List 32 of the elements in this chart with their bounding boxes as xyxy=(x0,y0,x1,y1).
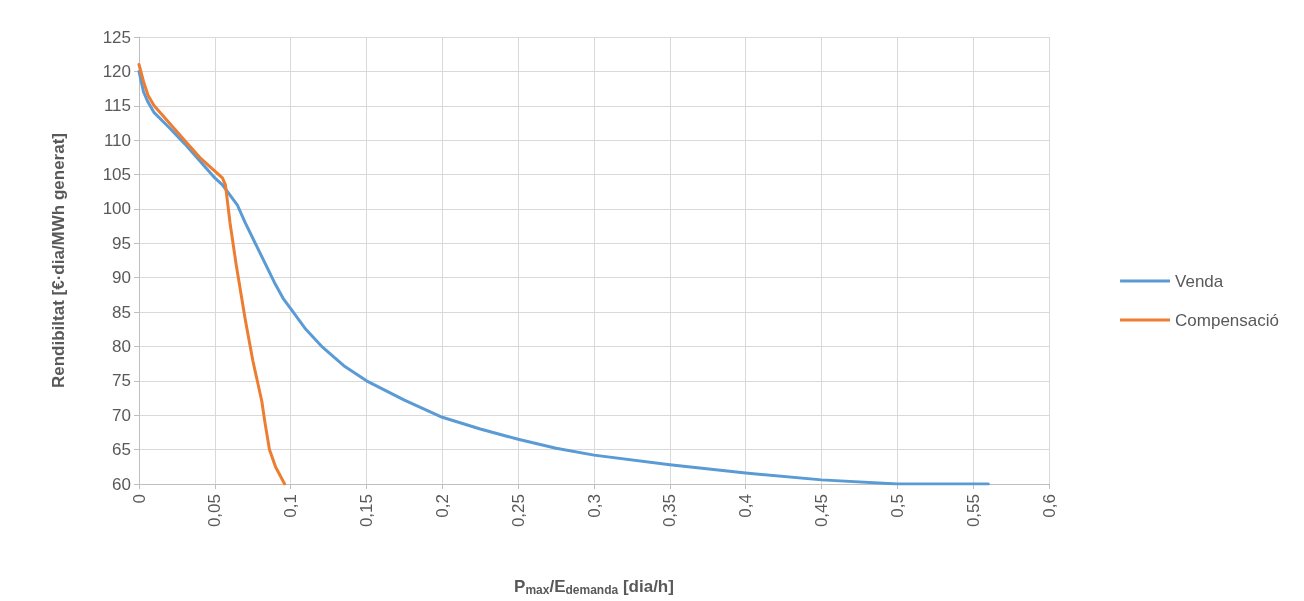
y-tick-label: 60 xyxy=(112,474,131,494)
legend-label: Venda xyxy=(1175,271,1224,291)
y-tick-label: 75 xyxy=(112,371,131,391)
x-tick-label: 0,05 xyxy=(205,494,225,528)
x-tick-label: 0,35 xyxy=(660,494,680,528)
y-tick-label: 100 xyxy=(102,199,131,219)
y-tick-label: 120 xyxy=(102,61,131,81)
y-tick-label: 115 xyxy=(103,96,131,116)
y-axis-title: Rendibiltat [€·dia/MWh generat] xyxy=(49,133,68,388)
line-series xyxy=(137,69,990,486)
x-tick-label: 0,3 xyxy=(584,494,604,518)
y-tick-label: 125 xyxy=(102,27,131,47)
x-tick-label: 0,15 xyxy=(357,494,376,528)
y-tick-label: 110 xyxy=(103,130,131,150)
legend-label: Compensació xyxy=(1175,310,1280,330)
y-tick-label: 95 xyxy=(112,233,131,253)
x-tick-label: 0,1 xyxy=(281,494,301,518)
x-tick-label: 0,6 xyxy=(1039,494,1059,518)
y-tick-label: 65 xyxy=(112,440,131,460)
x-tick-label: 0,45 xyxy=(812,494,831,528)
x-tick-label: 0,55 xyxy=(963,494,983,528)
y-tick-label: 80 xyxy=(112,336,131,356)
y-tick-label: 85 xyxy=(112,302,131,322)
line-series xyxy=(137,63,287,486)
y-tick-label: 70 xyxy=(112,405,131,425)
x-tick-label: 0,2 xyxy=(432,494,452,518)
x-tick-label: 0,5 xyxy=(887,494,907,518)
x-tick-label: 0,25 xyxy=(508,494,528,528)
x-tick-label: 0,4 xyxy=(736,494,756,518)
y-tick-label: 90 xyxy=(112,268,131,288)
y-tick-label: 105 xyxy=(102,165,131,185)
x-tick-label: 0 xyxy=(129,494,149,504)
